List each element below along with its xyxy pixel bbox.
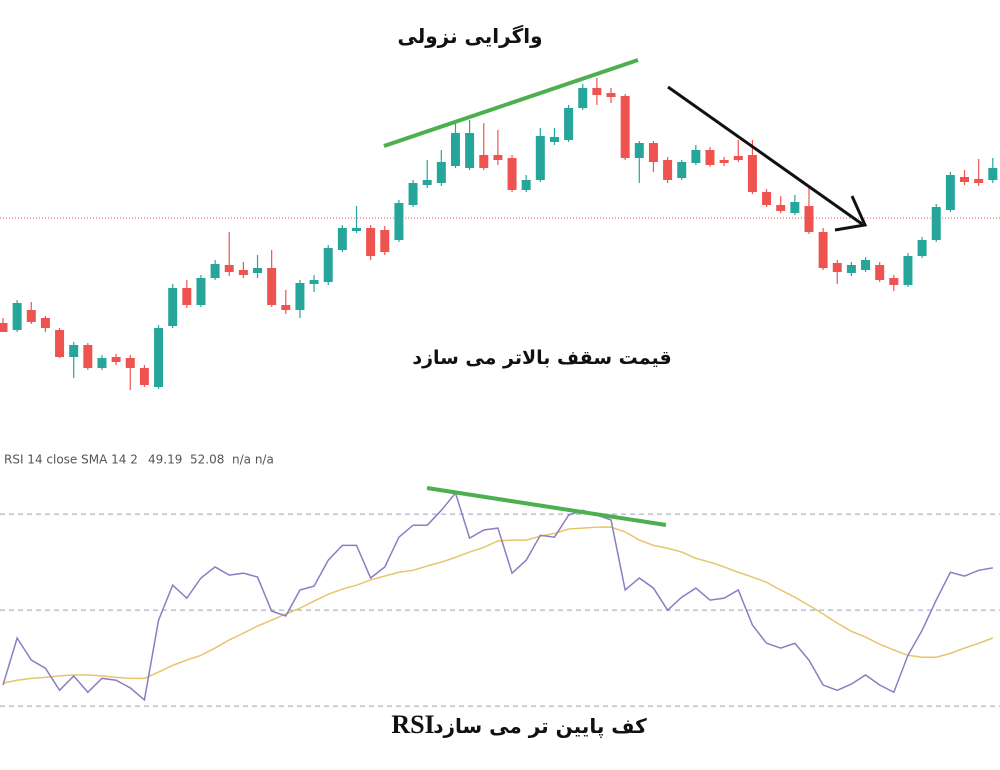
legend-na: n/a n/a [232, 453, 274, 467]
candle-body [493, 155, 503, 160]
candle-body [154, 328, 164, 387]
arrow [667, 85, 863, 226]
candle-body [804, 206, 814, 232]
candle-body [97, 358, 107, 368]
trend-line [426, 486, 667, 527]
candle-body [945, 175, 955, 210]
candle-body [521, 180, 531, 190]
candle-body [323, 248, 333, 282]
arrow-head [834, 195, 868, 232]
annotation: RSI [391, 710, 434, 739]
candle-body [790, 202, 800, 213]
candle-body [55, 330, 65, 357]
candle-body [705, 150, 715, 165]
candle-body [168, 288, 178, 326]
candle-body [592, 88, 602, 95]
candle-body [733, 156, 743, 160]
rsi-pane [0, 491, 1000, 707]
candle-body [380, 230, 390, 252]
candle-body [465, 133, 475, 168]
candle-body [648, 143, 658, 162]
candle-body [337, 228, 347, 250]
candle-body [366, 228, 376, 256]
candle-body [564, 108, 574, 140]
candle-body [436, 162, 446, 183]
candle-body [931, 207, 941, 240]
candle-body [408, 183, 418, 205]
candle-body [309, 280, 319, 284]
candle-body [182, 288, 192, 305]
candle-body [450, 133, 460, 166]
candle-body [394, 203, 404, 240]
candle-body [988, 168, 998, 180]
candle-body [549, 137, 559, 142]
series-line [2, 526, 994, 684]
candle-body [634, 143, 644, 158]
candle-body [111, 357, 121, 362]
candle-body [83, 345, 93, 368]
candle-body [238, 270, 248, 275]
legend-value: 52.08 [190, 453, 224, 467]
candle-body [677, 162, 687, 178]
candle-body [776, 205, 786, 211]
candle-body [352, 228, 361, 231]
candle-body [267, 268, 277, 305]
candle-body [479, 155, 489, 168]
candle-body [747, 155, 757, 192]
candle-body [139, 368, 149, 385]
candle-body [832, 263, 842, 272]
price-pane [0, 78, 1000, 390]
candle-body [917, 240, 927, 256]
candle-body [281, 305, 291, 310]
candle-body [253, 268, 263, 273]
candle-body [535, 136, 545, 180]
candle-body [295, 283, 305, 310]
candle-body [719, 160, 729, 163]
legend-value: 49.19 [148, 453, 182, 467]
candle-body [889, 278, 899, 285]
candle-body [507, 158, 517, 190]
candle-body [69, 345, 79, 357]
candle-body [974, 179, 984, 183]
candle-body [422, 180, 432, 185]
candle-body [620, 96, 630, 158]
candle-body [663, 160, 673, 180]
candle-body [903, 256, 913, 285]
annotation: کف پایین تر می سازد [433, 714, 647, 739]
trend-line [383, 58, 639, 148]
candle-body [875, 265, 885, 280]
candle-body [26, 310, 36, 322]
candle-body [691, 150, 701, 163]
legend-title: RSI 14 close SMA 14 2 [4, 453, 138, 467]
candle-body [0, 323, 8, 332]
annotation: قیمت سقف بالاتر می سازد [412, 347, 671, 369]
candle-body [846, 265, 856, 273]
candle-body [40, 318, 50, 328]
candle-body [224, 265, 234, 272]
candle-body [861, 260, 871, 270]
candle-body [606, 93, 616, 97]
candle-body [762, 192, 772, 205]
candle-body [818, 232, 828, 268]
candle-body [12, 303, 22, 330]
annotation: واگرایی نزولی [397, 24, 542, 48]
candle-body [578, 88, 588, 108]
candle-body [960, 177, 970, 182]
candle-body [210, 264, 220, 278]
candle-body [196, 278, 206, 305]
candle-body [125, 358, 135, 368]
series-line [2, 491, 993, 702]
